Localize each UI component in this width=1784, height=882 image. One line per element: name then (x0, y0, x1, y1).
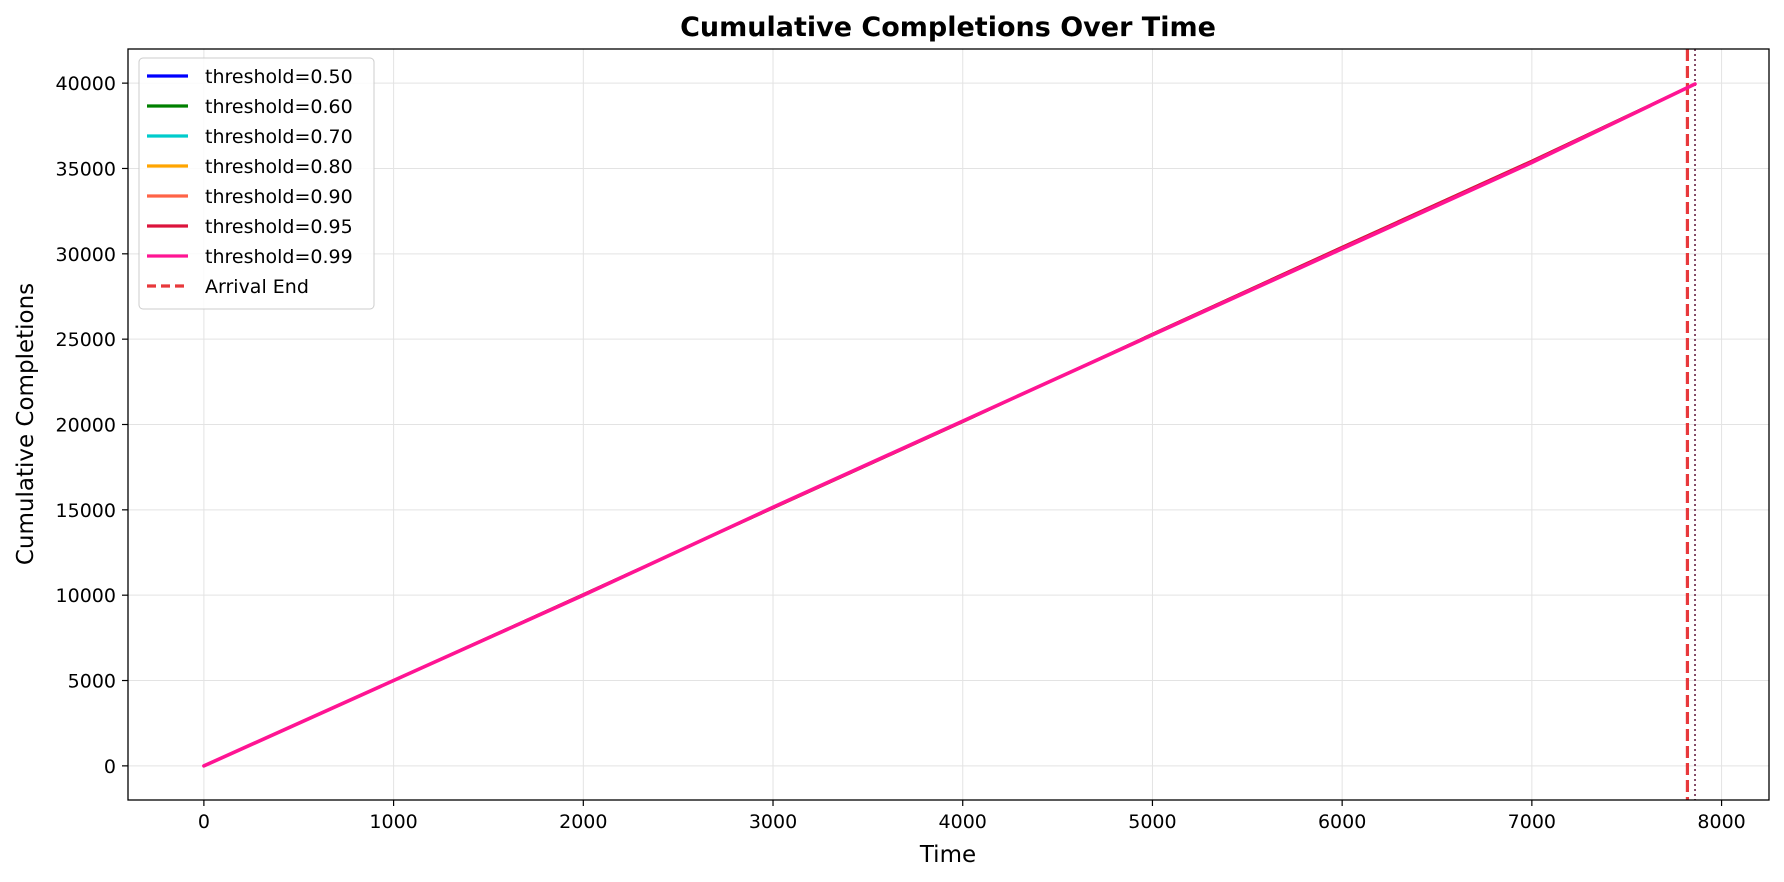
x-tick-label: 7000 (1508, 811, 1556, 833)
x-axis-ticks: 0 1000 2000 3000 4000 5000 6000 7000 8000 (198, 800, 1746, 833)
x-tick-label: 5000 (1128, 811, 1176, 833)
y-tick-label: 35000 (56, 158, 116, 180)
y-tick-label: 25000 (56, 329, 116, 351)
series-lines (202, 82, 1697, 768)
legend-box (138, 57, 375, 310)
y-tick-label: 40000 (56, 73, 116, 95)
grid (128, 49, 1769, 800)
legend-label: threshold=0.60 (205, 96, 353, 118)
series-line-6 (202, 82, 1697, 768)
legend-label: threshold=0.99 (205, 246, 353, 268)
y-tick-label: 0 (104, 756, 116, 778)
x-tick-label: 8000 (1697, 811, 1745, 833)
y-tick-label: 15000 (56, 500, 116, 522)
legend-label: threshold=0.95 (205, 216, 353, 238)
legend-label: threshold=0.90 (205, 186, 353, 208)
reference-lines (1685, 49, 1696, 800)
y-axis-label: Cumulative Completions (13, 283, 39, 565)
x-tick-label: 4000 (939, 811, 987, 833)
chart-title: Cumulative Completions Over Time (680, 12, 1216, 43)
y-tick-label: 10000 (56, 585, 116, 607)
x-tick-label: 6000 (1318, 811, 1366, 833)
legend-label: threshold=0.80 (205, 156, 353, 178)
x-tick-label: 0 (198, 811, 210, 833)
x-tick-label: 1000 (369, 811, 417, 833)
y-tick-label: 30000 (56, 244, 116, 266)
x-axis-label: Time (919, 842, 976, 868)
legend-label: threshold=0.70 (205, 126, 353, 148)
y-tick-label: 5000 (68, 671, 116, 693)
y-tick-label: 20000 (56, 415, 116, 437)
legend: threshold=0.50 threshold=0.60 threshold=0.… (138, 57, 375, 310)
y-axis-ticks: 0 5000 10000 15000 20000 25000 30000 35000 40000 (56, 73, 128, 778)
legend-label: Arrival End (205, 276, 309, 298)
x-tick-label: 2000 (559, 811, 607, 833)
x-tick-label: 3000 (749, 811, 797, 833)
legend-label: threshold=0.50 (205, 66, 353, 88)
